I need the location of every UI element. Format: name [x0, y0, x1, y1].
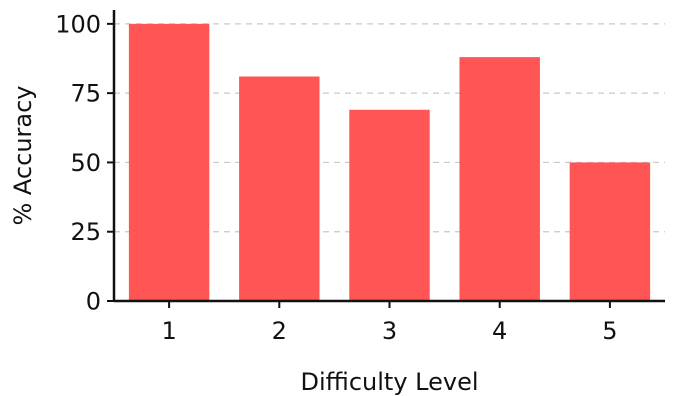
- y-tick-label-0: 0: [86, 288, 101, 316]
- x-axis-label: Difficulty Level: [300, 368, 478, 396]
- y-axis-label: % Accuracy: [9, 85, 37, 225]
- y-tick-label-100: 100: [55, 10, 101, 38]
- bars: [128, 23, 651, 302]
- bar-3: [349, 109, 430, 302]
- y-tick-label-50: 50: [70, 149, 101, 177]
- y-tick-label-75: 75: [70, 80, 101, 108]
- x-ticks: 1 2 3 4 5: [161, 301, 618, 345]
- x-tick-label-2: 2: [272, 317, 287, 345]
- bar-4: [459, 57, 540, 301]
- y-ticks: 0 25 50 75 100: [55, 10, 114, 316]
- x-tick-label-5: 5: [602, 317, 617, 345]
- bar-1: [128, 23, 210, 301]
- x-tick-label-3: 3: [382, 317, 397, 345]
- bar-2: [239, 76, 320, 301]
- y-tick-label-25: 25: [70, 218, 101, 246]
- x-tick-label-4: 4: [492, 317, 507, 345]
- x-tick-label-1: 1: [161, 317, 176, 345]
- bar-5: [569, 162, 651, 301]
